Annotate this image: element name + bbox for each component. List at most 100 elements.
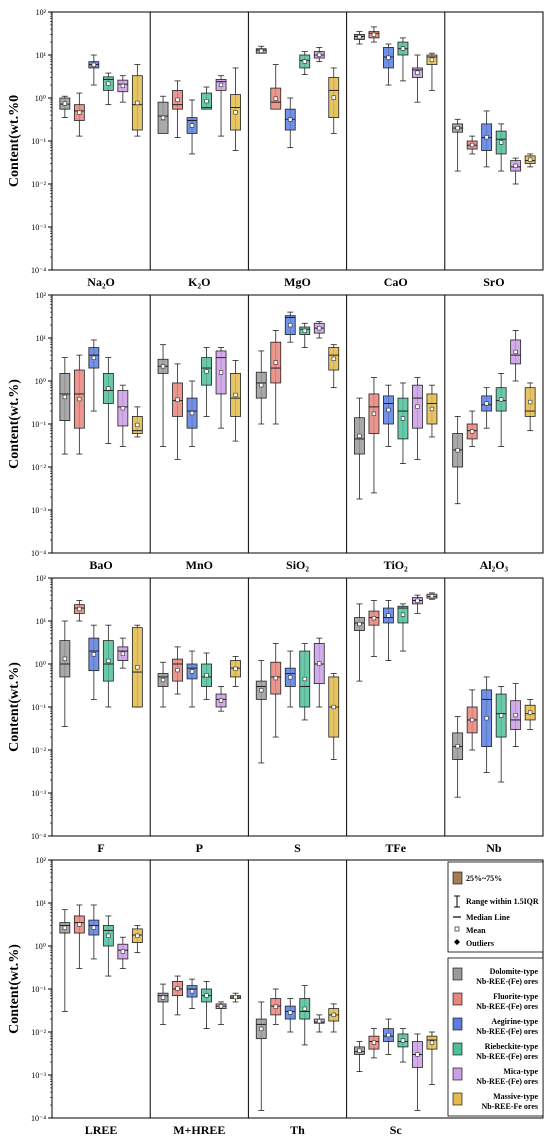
box-mean xyxy=(386,613,391,618)
legend-series-label: Massive-type xyxy=(493,1092,538,1101)
box-mean xyxy=(415,598,420,603)
y-tick-label: 10⁻³ xyxy=(31,223,46,232)
box-mean xyxy=(204,369,209,374)
legend-series-label: Aegirine-type xyxy=(491,1017,538,1026)
legend-outlier-symbol xyxy=(454,939,460,945)
box-mean xyxy=(218,1004,224,1009)
legend-series-swatch xyxy=(452,1067,463,1081)
legend-range-label: Range within 1.5IQR xyxy=(466,897,539,906)
box-mean xyxy=(160,677,166,683)
box-mean xyxy=(218,82,224,88)
legend-series-label: Nb-REE-(Fe) ores xyxy=(476,1002,538,1011)
y-tick-label: 10⁻⁴ xyxy=(31,832,46,841)
box-mean xyxy=(135,100,140,105)
box-mean xyxy=(189,669,195,674)
legend-series-label: Nb-REE-(Fe) ores xyxy=(476,1027,538,1036)
y-tick-label: 10⁻⁴ xyxy=(31,549,46,558)
box-mean xyxy=(302,676,307,682)
box-mean xyxy=(371,616,377,621)
y-tick-label: 10⁻¹ xyxy=(31,137,46,146)
box-mean xyxy=(120,651,125,656)
category-label: S xyxy=(294,841,301,855)
y-axis-label: Content(wt.%) xyxy=(7,379,22,469)
y-tick-label: 10¹ xyxy=(36,617,47,626)
legend-series-label: Riebeckite-type xyxy=(485,1042,539,1051)
box-mean xyxy=(259,688,264,693)
category-label: SiO₂ xyxy=(286,558,309,572)
legend-series-label: Fluorite-type xyxy=(493,992,538,1001)
box-mean xyxy=(302,59,307,64)
box-mean xyxy=(400,612,406,617)
box-mean xyxy=(528,157,533,162)
box-mean xyxy=(218,370,224,375)
box-mean xyxy=(484,716,489,721)
y-tick-label: 10¹ xyxy=(36,51,47,60)
category-label: MnO xyxy=(186,558,213,572)
legend-series-label: Nb-REE-Fe ores xyxy=(481,1102,538,1111)
y-tick-label: 10⁰ xyxy=(35,377,46,386)
box-mean xyxy=(106,386,111,391)
box-mean xyxy=(415,70,420,75)
y-tick-label: 10¹ xyxy=(36,899,47,908)
y-tick-label: 10⁻³ xyxy=(31,506,46,515)
box-mean xyxy=(331,356,336,361)
box-mean xyxy=(302,1006,307,1011)
box-mean xyxy=(357,1048,362,1053)
box-mean xyxy=(106,658,111,663)
box-mean xyxy=(455,744,460,749)
legend-series-label: Mica-type xyxy=(503,1067,538,1076)
box-mean xyxy=(135,933,140,938)
legend-outliers-label: Outliers xyxy=(466,939,494,948)
box-mean xyxy=(513,349,518,355)
legend-series-swatch xyxy=(452,992,463,1006)
y-tick-label: 10⁻³ xyxy=(31,789,46,798)
y-tick-label: 10⁰ xyxy=(35,942,46,951)
box-mean xyxy=(386,1032,391,1038)
panel-4: Content(wt.%) 10⁻⁴ 10⁻³ 10⁻² 10⁻¹ 10⁰ 10¹ 10² LR… xyxy=(7,856,544,1137)
legend-mean-label: Mean xyxy=(466,926,486,935)
y-tick-label: 10² xyxy=(36,291,47,300)
box-mean xyxy=(288,117,293,122)
box-mean xyxy=(120,949,125,954)
legend-iqr-label: 25%~75% xyxy=(466,874,502,883)
box-mean xyxy=(62,394,67,400)
box-mean xyxy=(259,1026,264,1031)
y-tick-label: 10⁻² xyxy=(31,746,46,755)
box-mean xyxy=(77,110,82,115)
y-tick-label: 10⁻¹ xyxy=(31,985,46,994)
y-axis-label: Content(wt.%) xyxy=(7,662,22,752)
category-label: BaO xyxy=(89,558,112,572)
box-mean xyxy=(371,411,377,416)
category-label: CaO xyxy=(384,275,408,289)
category-label: M+HREE xyxy=(173,1123,225,1137)
box-mean xyxy=(331,704,336,710)
box-mean xyxy=(400,416,406,421)
box-mean xyxy=(386,407,391,413)
box-mean xyxy=(204,673,209,678)
box-mean xyxy=(357,34,362,40)
legend-key-box xyxy=(447,861,544,953)
y-tick-label: 10⁻³ xyxy=(31,1071,46,1080)
y-tick-label: 10⁻¹ xyxy=(31,703,46,712)
box-mean xyxy=(259,383,264,388)
y-tick-label: 10⁰ xyxy=(35,94,46,103)
box-mean xyxy=(415,1052,420,1057)
box-mean xyxy=(273,1004,278,1009)
box-mean xyxy=(175,986,180,991)
box-mean xyxy=(528,710,533,715)
legend-series-label: Nb-REE-(Fe) ores xyxy=(476,1052,538,1061)
box-mean xyxy=(484,135,489,140)
category-label: TFe xyxy=(385,841,406,855)
category-label: SrO xyxy=(483,275,504,289)
box-mean xyxy=(429,594,435,599)
box-mean xyxy=(415,404,420,409)
category-label: K₂O xyxy=(188,275,210,289)
panel-3: Content(wt.%) 10⁻⁴ 10⁻³ 10⁻² 10⁻¹ 10⁰ 10¹ 10² F P… xyxy=(7,574,544,855)
box-mean xyxy=(62,101,67,106)
box-mean xyxy=(175,97,180,102)
box-mean xyxy=(160,995,166,1000)
box-mean xyxy=(371,32,377,37)
box-mean xyxy=(470,429,475,434)
box-mean xyxy=(484,401,489,406)
